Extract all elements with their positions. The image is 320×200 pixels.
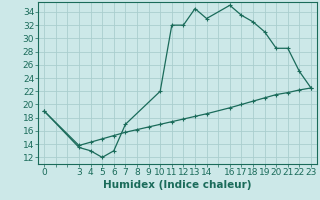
X-axis label: Humidex (Indice chaleur): Humidex (Indice chaleur) [103,180,252,190]
